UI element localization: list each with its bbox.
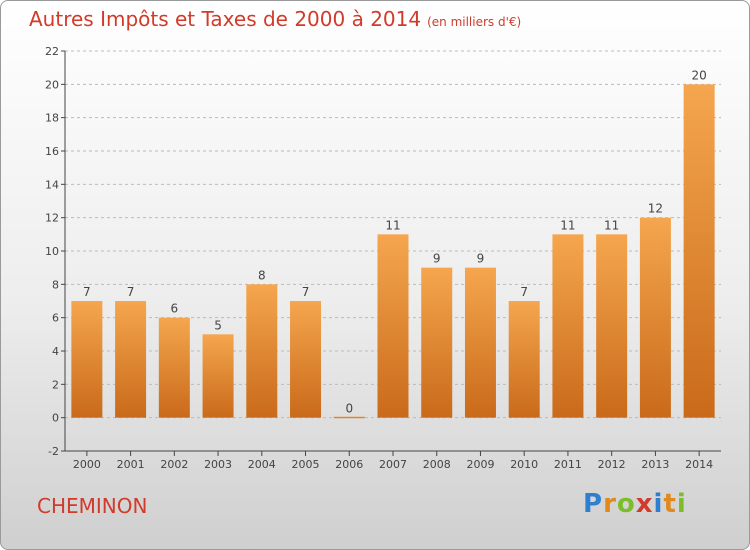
bar-2000: [71, 301, 103, 418]
x-tick-label: 2003: [204, 458, 232, 471]
y-tick-label: 18: [45, 112, 59, 125]
x-tick-label: 2014: [685, 458, 713, 471]
y-tick-label: 20: [45, 78, 59, 91]
bar-value-label: 7: [83, 285, 91, 299]
y-tick-label: 2: [52, 378, 59, 391]
y-tick-label: 22: [45, 45, 59, 58]
bar-2008: [421, 267, 453, 418]
bar-2014: [683, 84, 715, 418]
chart-unit: (en milliers d'€): [427, 15, 522, 29]
bar-value-label: 11: [385, 218, 400, 232]
y-tick-label: 8: [52, 278, 59, 291]
y-tick-label: 4: [52, 345, 59, 358]
bar-value-label: 11: [604, 218, 619, 232]
bar-2005: [290, 301, 322, 418]
bar-2003: [202, 334, 234, 418]
bar-value-label: 5: [214, 318, 222, 332]
logo-letter: o: [616, 489, 636, 519]
bar-value-label: 0: [345, 402, 353, 416]
bar-value-label: 11: [560, 218, 575, 232]
logo-letter: t: [663, 489, 677, 519]
bar-2006: [333, 416, 365, 419]
x-tick-label: 2007: [379, 458, 407, 471]
y-tick-label: 6: [52, 312, 59, 325]
x-tick-label: 2005: [292, 458, 320, 471]
bar-value-label: 7: [127, 285, 135, 299]
bar-2011: [552, 234, 584, 418]
logo-letter: i: [676, 489, 687, 519]
bar-value-label: 9: [477, 252, 485, 266]
bar-2001: [115, 301, 147, 418]
x-tick-label: 2010: [510, 458, 538, 471]
x-tick-label: 2000: [73, 458, 101, 471]
x-tick-label: 2009: [466, 458, 494, 471]
bar-2013: [639, 217, 671, 418]
bar-value-label: 12: [648, 202, 663, 216]
bar-2002: [158, 317, 190, 418]
chart-title-text: Autres Impôts et Taxes de 2000 à 2014: [29, 7, 422, 31]
bar-value-label: 20: [691, 68, 706, 82]
chart-title: Autres Impôts et Taxes de 2000 à 2014 (en…: [29, 7, 521, 31]
x-tick-label: 2011: [554, 458, 582, 471]
y-tick-label: 10: [45, 245, 59, 258]
bar-value-label: 9: [433, 252, 441, 266]
bar-value-label: 7: [302, 285, 310, 299]
x-tick-label: 2013: [641, 458, 669, 471]
bar-value-label: 6: [171, 302, 179, 316]
y-tick-label: 0: [52, 412, 59, 425]
logo-letter: r: [603, 489, 617, 519]
x-tick-label: 2006: [335, 458, 363, 471]
bar-2009: [464, 267, 496, 418]
bar-value-label: 8: [258, 268, 266, 282]
bar-2012: [596, 234, 628, 418]
y-tick-label: 14: [45, 178, 59, 191]
logo-letter: i: [653, 489, 664, 519]
bar-2004: [246, 284, 278, 418]
y-tick-label: 16: [45, 145, 59, 158]
proxiti-logo: Proxiti: [583, 489, 687, 519]
logo-letter: x: [635, 489, 654, 519]
x-tick-label: 2001: [117, 458, 145, 471]
x-tick-label: 2012: [598, 458, 626, 471]
x-tick-label: 2008: [423, 458, 451, 471]
x-tick-label: 2004: [248, 458, 276, 471]
bar-2007: [377, 234, 409, 418]
bar-2010: [508, 301, 540, 418]
y-tick-label: 12: [45, 212, 59, 225]
logo-letter: P: [583, 489, 604, 519]
bar-value-label: 7: [520, 285, 528, 299]
town-name: CHEMINON: [37, 494, 148, 518]
y-tick-label: -2: [48, 445, 59, 458]
x-tick-label: 2002: [160, 458, 188, 471]
bars: 7 7 6 5 8 7 0 11 9 9 7 11 11 12 20: [71, 68, 715, 419]
